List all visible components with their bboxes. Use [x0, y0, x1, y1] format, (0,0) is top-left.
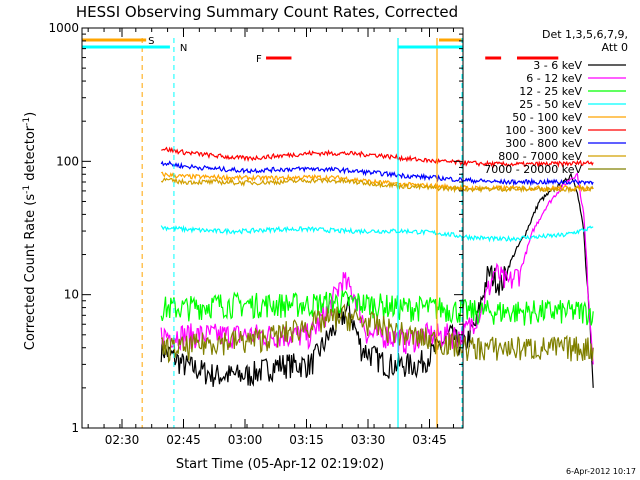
- series-line-6: [160, 160, 594, 187]
- legend-label-4: 50 - 100 keV: [512, 111, 582, 124]
- chart-title: HESSI Observing Summary Count Rates, Cor…: [76, 3, 458, 21]
- legend-title-line1: Det 1,3,5,6,7,9,: [542, 28, 628, 41]
- timestamp: 6-Apr-2012 10:17: [566, 467, 636, 476]
- x-axis-label: Start Time (05-Apr-12 02:19:02): [176, 457, 384, 472]
- x-tick-label-2: 03:00: [228, 433, 263, 447]
- legend-label-8: 7000 - 20000 keV: [484, 163, 582, 176]
- y-axis-label-sup1: -1: [22, 185, 32, 194]
- legend-label-0: 3 - 6 keV: [533, 59, 582, 72]
- flag-n-label: N: [180, 43, 187, 54]
- series-line-1: [160, 172, 594, 365]
- y-tick-label-2: 100: [56, 154, 79, 168]
- x-tick-label-0: 02:30: [105, 433, 140, 447]
- legend-title-line2: Att 0: [602, 41, 628, 54]
- flag-f-label: F: [256, 54, 262, 65]
- legend-label-2: 12 - 25 keV: [519, 85, 582, 98]
- legend-label-7: 800 - 7000 keV: [498, 150, 582, 163]
- y-axis-label-mid: detector: [23, 125, 38, 185]
- y-tick-label-1: 10: [64, 288, 79, 302]
- legend-label-6: 300 - 800 keV: [505, 137, 582, 150]
- legend-label-5: 100 - 300 keV: [505, 124, 582, 137]
- x-tick-label-3: 03:15: [289, 433, 324, 447]
- series-line-7: [160, 177, 594, 194]
- y-tick-label-0: 1: [71, 421, 79, 435]
- y-axis-label: Corrected Count Rate (s-1 detector-1): [22, 112, 38, 350]
- x-tick-label-4: 03:30: [351, 433, 386, 447]
- series-line-3: [160, 224, 594, 243]
- y-axis-label-end: ): [23, 112, 38, 117]
- legend-label-1: 6 - 12 keV: [526, 72, 582, 85]
- legend-label-3: 25 - 50 keV: [519, 98, 582, 111]
- plot-area: S N F 1 10 100 1000 02:30 02:45 03:00 03:15 03:30 03…: [48, 21, 594, 447]
- flag-s-label: S: [148, 36, 154, 47]
- series-line-0: [160, 172, 594, 388]
- y-axis-label-sup2: -1: [22, 117, 32, 126]
- x-tick-label-1: 02:45: [166, 433, 201, 447]
- y-tick-label-3: 1000: [48, 21, 79, 35]
- y-axis-label-main: Corrected Count Rate (s: [23, 194, 38, 351]
- plot-frame: [81, 27, 464, 429]
- x-tick-label-5: 03:45: [412, 433, 447, 447]
- series-line-8: [160, 303, 594, 364]
- series-line-5: [161, 146, 594, 169]
